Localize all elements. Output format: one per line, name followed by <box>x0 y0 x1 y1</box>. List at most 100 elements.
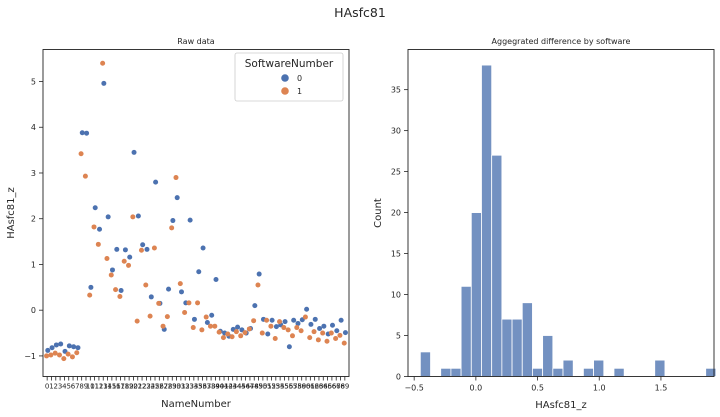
scatter-point-s0-51 <box>265 331 271 337</box>
scatter-point-s1-38 <box>208 323 213 329</box>
scatter-plot-frame <box>42 49 350 377</box>
scatter-x-tick-label-50: 50 <box>258 383 267 391</box>
scatter-point-s0-69 <box>342 330 348 336</box>
scatter-point-s1-52 <box>268 323 274 329</box>
scatter-x-tick-label-17: 17 <box>116 383 125 391</box>
scatter-x-tick-label-41: 41 <box>220 383 229 391</box>
scatter-point-s1-57 <box>289 333 295 339</box>
scatter-x-tick-label-25: 25 <box>151 383 160 391</box>
scatter-point-s1-24 <box>147 313 153 319</box>
scatter-x-tick-label-38: 38 <box>207 383 216 391</box>
histogram-x-tick-label-2: 0.5 <box>531 384 544 393</box>
scatter-x-tick-label-9: 9 <box>84 383 88 391</box>
scatter-point-s0-3 <box>58 341 64 347</box>
scatter-point-s0-16 <box>114 246 120 252</box>
scatter-x-tick-label-12: 12 <box>94 383 103 391</box>
scatter-point-s1-23 <box>143 282 149 288</box>
scatter-point-s1-41 <box>220 335 226 341</box>
scatter-point-s0-12 <box>97 226 103 232</box>
legend-title: SoftwareNumber <box>245 58 334 70</box>
scatter-point-s1-50 <box>259 330 265 336</box>
legend-frame <box>234 52 344 102</box>
histogram-bar-8 <box>501 318 513 377</box>
scatter-point-s1-32 <box>182 309 188 315</box>
scatter-x-tick-label-66: 66 <box>327 383 336 391</box>
scatter-point-s0-57 <box>291 317 297 323</box>
scatter-title: Raw data <box>177 37 214 46</box>
scatter-point-s0-14 <box>105 214 111 220</box>
scatter-point-s1-61 <box>307 335 313 341</box>
scatter-x-tick-label-46: 46 <box>241 383 250 391</box>
scatter-point-s0-24 <box>148 294 154 300</box>
scatter-x-tick-label-2: 2 <box>54 383 58 391</box>
scatter-point-s1-10 <box>87 292 93 298</box>
scatter-y-tick-label-2: 1 <box>31 260 36 269</box>
scatter-point-s1-1 <box>48 352 54 358</box>
scatter-x-tick-label-68: 68 <box>336 383 345 391</box>
scatter-point-s1-21 <box>134 318 140 324</box>
histogram-y-tick-label-3: 15 <box>391 250 401 259</box>
histogram-y-tick-label-5: 25 <box>391 168 401 177</box>
scatter-point-s0-33 <box>187 217 193 223</box>
histogram-x-tick-label-3: 1.0 <box>593 384 606 393</box>
scatter-y-tick-label-4: 3 <box>31 169 36 178</box>
legend-label-1: 1 <box>297 87 302 96</box>
histogram-y-tick-label-0: 0 <box>396 373 401 382</box>
scatter-point-s1-31 <box>177 281 183 287</box>
scatter-point-s1-67 <box>333 336 339 342</box>
scatter-point-s1-0 <box>44 353 50 359</box>
scatter-point-s0-58 <box>295 320 301 326</box>
scatter-x-ticks: 0 1 2 3 4 5 6 7 8 9101112131415161718192021222324… <box>45 376 349 391</box>
scatter-x-tick-label-37: 37 <box>202 383 211 391</box>
scatter-x-tick-label-22: 22 <box>138 383 147 391</box>
scatter-point-s1-4 <box>61 356 67 362</box>
scatter-point-s0-10 <box>88 284 94 290</box>
scatter-point-s1-2 <box>52 350 58 356</box>
legend-marker-1 <box>281 87 289 95</box>
scatter-point-s1-60 <box>302 314 308 320</box>
histogram-y-tick-label-4: 20 <box>391 209 401 218</box>
histogram-x-tick-label-1: 0.0 <box>469 384 482 393</box>
scatter-x-tick-label-54: 54 <box>276 383 285 391</box>
scatter-point-s1-42 <box>225 331 231 337</box>
scatter-x-tick-label-5: 5 <box>66 383 70 391</box>
scatter-x-tick-label-33: 33 <box>185 383 194 391</box>
histogram-y-tick-label-6: 30 <box>391 127 401 136</box>
scatter-point-s0-9 <box>84 130 90 136</box>
scatter-point-s0-36 <box>200 245 206 251</box>
histogram-x-tick-label-4: 1.5 <box>655 384 668 393</box>
scatter-point-s0-11 <box>92 205 98 211</box>
scatter-point-s1-47 <box>246 326 252 332</box>
scatter-point-s0-2 <box>53 342 59 348</box>
scatter-y-tick-label-0: −1 <box>24 352 36 361</box>
scatter-x-tick-label-69: 69 <box>340 383 349 391</box>
scatter-x-tick-label-36: 36 <box>198 383 207 391</box>
scatter-point-s0-39 <box>213 277 219 283</box>
scatter-point-s1-33 <box>186 300 192 306</box>
histogram-bar-14 <box>562 359 574 377</box>
scatter-x-tick-label-32: 32 <box>181 383 190 391</box>
scatter-point-s0-20 <box>131 149 137 155</box>
scatter-point-s1-20 <box>130 214 136 220</box>
scatter-point-s0-8 <box>79 130 85 136</box>
scatter-x-tick-label-24: 24 <box>146 383 155 391</box>
scatter-point-s1-7 <box>74 350 80 356</box>
scatter-point-s1-30 <box>173 175 179 181</box>
scatter-x-tick-label-28: 28 <box>163 383 172 391</box>
scatter-point-s1-40 <box>216 329 222 335</box>
scatter-x-tick-label-30: 30 <box>172 383 181 391</box>
histogram-bar-4 <box>460 285 472 377</box>
scatter-x-tick-label-60: 60 <box>302 383 311 391</box>
legend-marker-0 <box>281 74 289 82</box>
scatter-point-s0-63 <box>317 325 323 331</box>
scatter-x-tick-label-39: 39 <box>211 383 220 391</box>
scatter-point-s0-7 <box>75 345 81 351</box>
scatter-x-tick-label-10: 10 <box>86 383 95 391</box>
scatter-x-tick-label-44: 44 <box>233 383 242 391</box>
scatter-point-s0-0 <box>45 347 51 353</box>
scatter-point-s0-62 <box>312 316 318 322</box>
scatter-point-s0-5 <box>66 343 72 349</box>
histogram-bar-7 <box>491 154 503 377</box>
scatter-x-tick-label-45: 45 <box>237 383 246 391</box>
scatter-x-tick-label-40: 40 <box>215 383 224 391</box>
